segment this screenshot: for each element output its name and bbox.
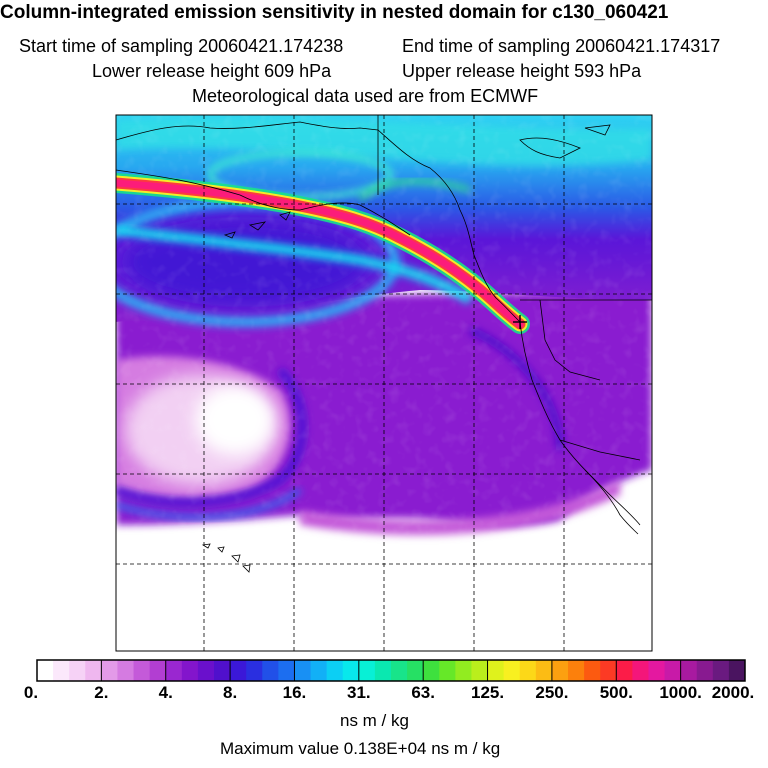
colorbar-swatch [133,660,151,681]
colorbar-tick-label: 2000. [711,683,755,702]
lat-lon-grid [116,115,652,651]
colorbar-tick-label: 1000. [659,683,702,702]
colorbar-swatch [680,660,698,681]
colorbar-swatch [600,660,617,681]
colorbar-swatch [455,660,472,681]
colorbar-swatch [616,660,633,681]
colorbar-swatch [584,660,601,681]
figure-title: Column-integrated emission sensitivity i… [0,2,669,23]
colorbar-tick-label: 0. [23,683,39,702]
colorbar-swatch [181,660,199,681]
colorbar-tick-label: 4. [158,683,173,702]
colorbar-swatch [53,660,70,681]
colorbar-tick-label: 63. [411,683,435,702]
colorbar-swatch [391,660,408,681]
colorbar-swatch [358,660,376,681]
colorbar-swatch [712,660,730,681]
colorbar-swatch [246,660,263,681]
colorbar-swatch [374,660,392,681]
colorbar-tick-label: 2. [94,683,109,702]
colorbar-swatch [262,660,279,681]
meteorological-source-label: Meteorological data used are from ECMWF [192,86,539,106]
colorbar-swatch [165,660,183,681]
colorbar-tick-label: 8. [222,683,238,702]
colorbar-swatch [326,660,344,681]
lower-release-height-label: Lower release height 609 hPa [92,61,332,81]
colorbar-swatch [664,660,682,681]
coastlines [116,115,652,573]
receptor-marker [513,315,527,329]
colorbar-swatch [69,660,86,681]
colorbar-swatch [342,660,360,681]
colorbar-swatch [101,660,118,681]
colorbar-swatch [423,660,440,681]
colorbar-swatch [503,660,521,681]
colorbar-swatch [197,660,215,681]
colorbar-swatch [487,660,505,681]
colorbar-swatch [37,660,54,681]
colorbar-swatch [230,660,247,681]
colorbar-swatch [294,660,312,681]
colorbar-swatch [85,660,102,681]
end-time-label: End time of sampling 20060421.174317 [402,36,721,56]
colorbar-swatch [471,660,489,681]
colorbar-swatch [535,660,553,681]
colorbar-swatch [149,660,167,681]
sensitivity-field [116,115,652,651]
colorbar-swatch [439,660,456,681]
colorbar-swatch [632,660,649,681]
colorbar-units: ns m / kg [340,711,409,730]
colorbar-swatch [117,660,135,681]
colorbar-swatch [519,660,537,681]
colorbar-tick-label: 500. [599,683,633,702]
colorbar-swatch [648,660,666,681]
colorbar-swatch [568,660,585,681]
colorbar-swatch [214,660,231,681]
colorbar [36,659,746,682]
colorbar-swatch [310,660,328,681]
colorbar-swatch [551,660,569,681]
colorbar-frame [36,659,746,682]
colorbar-tick-label: 125. [470,683,505,702]
map-frame [115,114,653,652]
colorbar-swatch [728,660,746,681]
start-time-label: Start time of sampling 20060421.174238 [19,36,344,56]
colorbar-swatch [407,660,424,681]
colorbar-tick-label: 16. [282,683,307,702]
colorbar-swatch [278,660,295,681]
colorbar-tick-label: 250. [535,683,569,702]
upper-release-height-label: Upper release height 593 hPa [402,61,642,81]
maximum-value-label: Maximum value 0.138E+04 ns m / kg [220,739,501,758]
colorbar-tick-label: 31. [346,683,371,702]
colorbar-swatch [696,660,714,681]
